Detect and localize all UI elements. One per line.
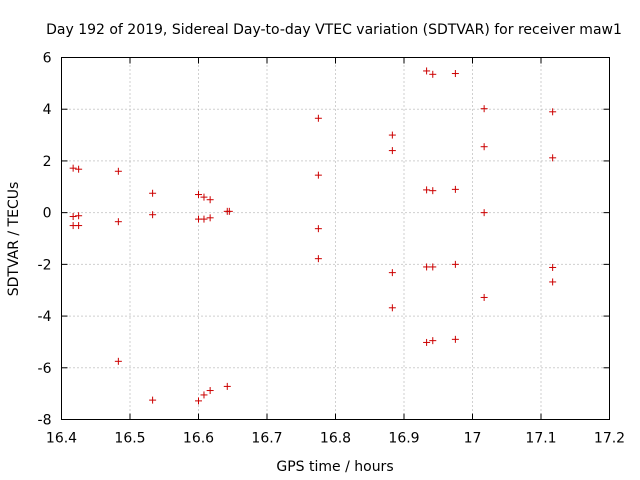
data-point xyxy=(423,263,431,271)
data-point xyxy=(69,213,77,221)
x-tick-label: 17 xyxy=(464,431,482,447)
data-point xyxy=(480,209,488,217)
data-point xyxy=(388,131,396,139)
data-point xyxy=(314,171,322,179)
data-point xyxy=(223,382,231,390)
grid xyxy=(61,57,610,420)
data-point xyxy=(200,215,208,223)
y-axis-label: SDTVAR / TECUs xyxy=(6,182,22,297)
x-tick-label: 17.2 xyxy=(594,431,625,447)
x-tick-label: 16.9 xyxy=(388,431,419,447)
data-point xyxy=(451,260,459,268)
data-point xyxy=(75,212,83,220)
data-point xyxy=(451,335,459,343)
y-tick-label: 2 xyxy=(43,154,52,170)
data-point xyxy=(195,397,202,405)
data-point xyxy=(549,278,557,286)
data-point xyxy=(451,70,459,78)
data-point xyxy=(195,191,202,199)
data-point xyxy=(423,186,431,194)
data-point xyxy=(149,396,157,404)
y-tick-label: 6 xyxy=(43,51,52,67)
data-point xyxy=(314,225,322,233)
y-tick-label: -2 xyxy=(38,257,52,273)
data-point xyxy=(429,263,437,271)
data-point xyxy=(206,196,214,204)
data-point xyxy=(429,187,437,195)
x-tick-label: 16.6 xyxy=(183,431,214,447)
data-point xyxy=(451,185,459,193)
data-point xyxy=(429,337,437,345)
x-axis-label: GPS time / hours xyxy=(276,459,393,475)
x-tick-label: 17.1 xyxy=(525,431,556,447)
data-point xyxy=(149,189,157,197)
data-point xyxy=(549,263,557,271)
axes xyxy=(61,57,610,420)
data-point xyxy=(388,147,396,155)
y-tick-label: -4 xyxy=(38,309,52,325)
data-point xyxy=(114,357,122,365)
data-point xyxy=(388,269,396,277)
data-point xyxy=(149,211,157,219)
data-point xyxy=(225,207,233,215)
data-point xyxy=(480,143,488,151)
y-tick-label: 4 xyxy=(43,102,52,118)
data-point xyxy=(549,108,557,116)
data-point xyxy=(200,391,208,399)
data-point xyxy=(423,338,431,346)
data-point xyxy=(480,293,488,301)
data-point xyxy=(388,304,396,312)
x-tick-label: 16.8 xyxy=(320,431,351,447)
data-point xyxy=(69,164,77,172)
data-point xyxy=(314,114,322,122)
data-point xyxy=(206,214,214,222)
chart-title: Day 192 of 2019, Sidereal Day-to-day VTE… xyxy=(46,22,622,38)
data-point xyxy=(423,67,431,75)
data-point xyxy=(549,154,557,162)
data-point xyxy=(200,193,208,201)
data-point xyxy=(75,222,83,230)
data-point xyxy=(429,70,437,78)
y-tick-label: -8 xyxy=(38,413,52,429)
data-point xyxy=(314,255,322,263)
data-point xyxy=(480,105,488,113)
x-tick-label: 16.5 xyxy=(114,431,145,447)
tick-labels: 16.4 16.5 16.6 16.7 16.8 16.9 17 17.1 17.2 -8 -6 -4… xyxy=(38,51,626,447)
y-tick-label: 0 xyxy=(43,206,52,222)
x-tick-label: 16.7 xyxy=(251,431,282,447)
data-point xyxy=(114,218,122,226)
x-tick-label: 16.4 xyxy=(46,431,77,447)
data-point xyxy=(114,167,122,175)
y-tick-label: -6 xyxy=(38,361,52,377)
data-point xyxy=(75,165,83,173)
data-points xyxy=(69,67,557,405)
data-point xyxy=(206,387,214,395)
